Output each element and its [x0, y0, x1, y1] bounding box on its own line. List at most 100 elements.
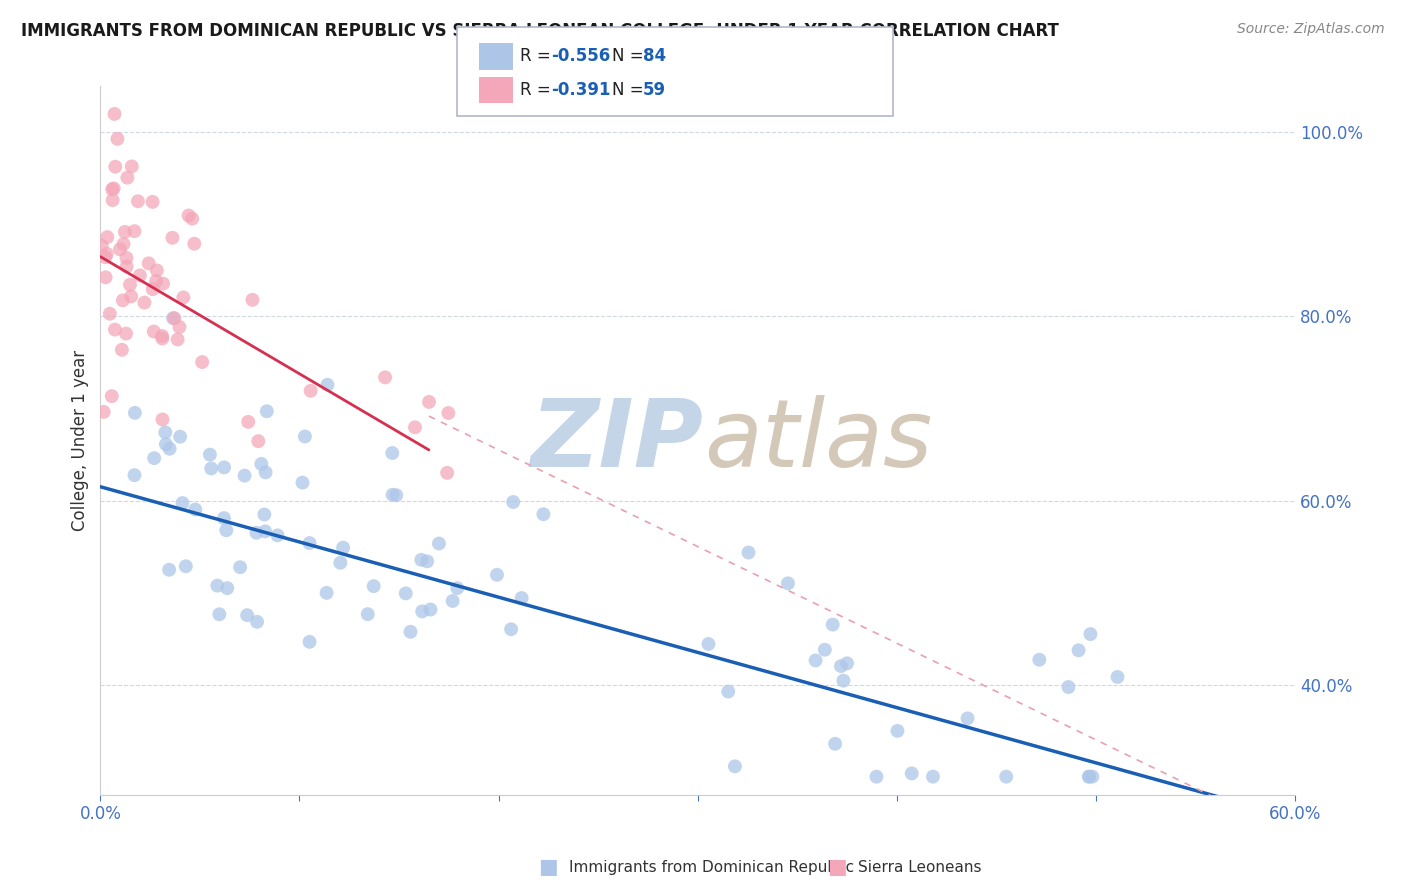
Point: [100, 389, 122, 403]
Text: Immigrants from Dominican Republic: Immigrants from Dominican Republic: [569, 860, 855, 874]
Point: [200, 461, 222, 475]
Point: [316, 377, 339, 392]
Point: [128, 268, 150, 283]
Point: [886, 723, 908, 738]
Point: [315, 586, 337, 600]
Point: [697, 637, 720, 651]
Point: [485, 567, 508, 582]
Text: Sierra Leoneans: Sierra Leoneans: [858, 860, 981, 874]
Point: [416, 554, 439, 568]
Point: [236, 608, 259, 623]
Point: [155, 425, 177, 440]
Point: [94, 270, 117, 285]
Point: [374, 370, 396, 384]
Point: [107, 132, 129, 146]
Point: [900, 766, 922, 780]
Point: [233, 468, 256, 483]
Text: 59: 59: [643, 81, 665, 99]
Point: [254, 524, 277, 539]
Point: [922, 770, 945, 784]
Point: [441, 594, 464, 608]
Point: [1057, 680, 1080, 694]
Point: [418, 395, 440, 409]
Point: [502, 495, 524, 509]
Point: [238, 415, 260, 429]
Point: [419, 602, 441, 616]
Point: [1080, 627, 1102, 641]
Point: [114, 225, 136, 239]
Y-axis label: College, Under 1 year: College, Under 1 year: [72, 351, 89, 532]
Point: [1067, 643, 1090, 657]
Point: [776, 576, 799, 591]
Point: [198, 448, 221, 462]
Point: [437, 406, 460, 420]
Point: [108, 243, 131, 257]
Point: [865, 770, 887, 784]
Point: [101, 182, 124, 196]
Point: [1081, 770, 1104, 784]
Point: [142, 325, 165, 339]
Point: [143, 451, 166, 466]
Point: [103, 107, 125, 121]
Point: [821, 617, 844, 632]
Point: [141, 194, 163, 209]
Point: [242, 293, 264, 307]
Point: [101, 193, 124, 207]
Point: [152, 412, 174, 426]
Point: [159, 442, 181, 456]
Point: [112, 237, 135, 252]
Point: [162, 231, 184, 245]
Point: [124, 224, 146, 238]
Point: [212, 460, 235, 475]
Point: [510, 591, 533, 605]
Point: [174, 559, 197, 574]
Point: [256, 404, 278, 418]
Point: [253, 508, 276, 522]
Point: [399, 624, 422, 639]
Point: [138, 256, 160, 270]
Point: [104, 323, 127, 337]
Text: IMMIGRANTS FROM DOMINICAN REPUBLIC VS SIERRA LEONEAN COLLEGE, UNDER 1 YEAR CORRE: IMMIGRANTS FROM DOMINICAN REPUBLIC VS SI…: [21, 22, 1059, 40]
Point: [737, 545, 759, 559]
Text: ■: ■: [827, 857, 846, 877]
Point: [299, 384, 322, 398]
Point: [531, 507, 554, 521]
Point: [717, 684, 740, 698]
Point: [118, 277, 141, 292]
Point: [184, 502, 207, 516]
Point: [181, 211, 204, 226]
Point: [93, 405, 115, 419]
Point: [117, 170, 139, 185]
Point: [804, 653, 827, 667]
Point: [254, 466, 277, 480]
Point: [172, 496, 194, 510]
Point: [411, 604, 433, 618]
Text: R =: R =: [520, 81, 557, 99]
Point: [436, 466, 458, 480]
Point: [411, 553, 433, 567]
Point: [332, 541, 354, 555]
Point: [404, 420, 426, 434]
Point: [172, 290, 194, 304]
Point: [150, 329, 173, 343]
Point: [1078, 770, 1101, 784]
Text: -0.391: -0.391: [551, 81, 610, 99]
Point: [103, 181, 125, 195]
Point: [150, 331, 173, 345]
Point: [207, 579, 229, 593]
Point: [120, 289, 142, 303]
Point: [124, 468, 146, 483]
Point: [96, 246, 118, 260]
Point: [814, 642, 837, 657]
Point: [381, 446, 404, 460]
Point: [212, 511, 235, 525]
Point: [98, 307, 121, 321]
Point: [835, 657, 858, 671]
Point: [146, 263, 169, 277]
Point: [995, 770, 1018, 784]
Text: Source: ZipAtlas.com: Source: ZipAtlas.com: [1237, 22, 1385, 37]
Point: [381, 488, 404, 502]
Point: [121, 160, 143, 174]
Point: [1107, 670, 1129, 684]
Point: [357, 607, 380, 622]
